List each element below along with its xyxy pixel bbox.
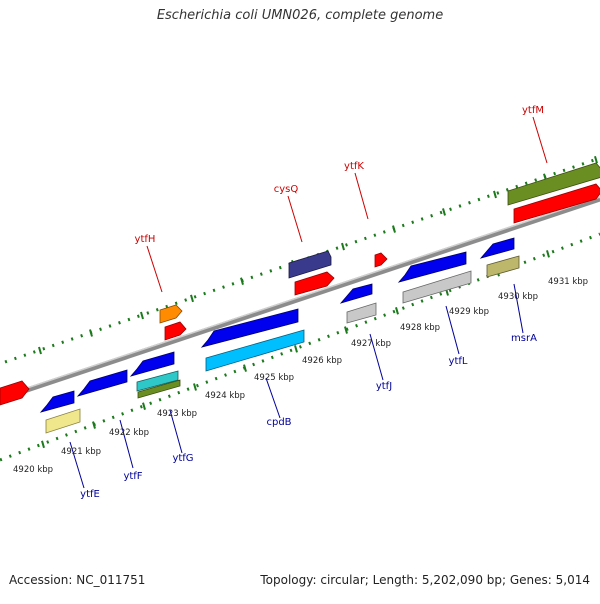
- lower-tick-0: [41, 440, 45, 449]
- upper-tick-7: [392, 225, 396, 233]
- gene-label-ytfG[interactable]: ytfG: [172, 453, 193, 464]
- lower-label-connectors: [69, 283, 524, 489]
- gene-label-cysQ[interactable]: cysQ: [274, 184, 299, 195]
- upper-tick-1: [89, 329, 93, 337]
- gene-block-ytfL-gray[interactable]: [402, 270, 472, 304]
- forward-genes: [0, 162, 600, 406]
- gene-label-msrA[interactable]: msrA: [511, 333, 537, 344]
- lower-tick-1: [92, 421, 96, 429]
- lower-tick-3: [193, 383, 197, 391]
- gene-block-ytfK-red[interactable]: [374, 252, 388, 268]
- kbp-label: 4920 kbp: [13, 465, 53, 475]
- lower-tick-2: [142, 402, 146, 410]
- upper-gene-labels: ytfH cysQ ytfK ytfM: [135, 105, 544, 245]
- gene-label-ytfJ[interactable]: ytfJ: [376, 381, 392, 392]
- kbp-label: 4921 kbp: [61, 447, 101, 457]
- upper-major-ticks: [38, 156, 598, 355]
- genome-backbone-highlight: [0, 196, 600, 398]
- upper-tick-0: [38, 346, 42, 355]
- gene-block-blue-2[interactable]: [76, 369, 128, 397]
- kbp-scale-labels: 4920 kbp 4921 kbp 4922 kbp 4923 kbp 4924 kbp…: [13, 277, 588, 475]
- kbp-label: 4931 kbp: [548, 277, 588, 287]
- gene-block-ytfF-turquoise[interactable]: [136, 370, 179, 392]
- kbp-label: 4927 kbp: [351, 339, 391, 349]
- lower-tick-5: [294, 345, 298, 353]
- kbp-label: 4924 kbp: [205, 391, 245, 401]
- gene-label-ytfH[interactable]: ytfH: [135, 234, 156, 245]
- accession-text: Accession: NC_011751: [9, 573, 146, 587]
- gene-block-ytfH-orange[interactable]: [159, 304, 183, 324]
- kbp-label: 4923 kbp: [157, 409, 197, 419]
- gene-label-ytfM[interactable]: ytfM: [522, 105, 544, 116]
- lower-tick-6: [344, 326, 348, 334]
- gene-block-ytfF-blue[interactable]: [129, 351, 175, 377]
- upper-tick-2: [140, 311, 144, 320]
- gene-block-red-left[interactable]: [0, 380, 30, 406]
- gene-label-ytfL[interactable]: ytfL: [449, 356, 468, 367]
- map-title: Escherichia coli UMN026, complete genome: [156, 8, 444, 23]
- gene-block-ytfE-khaki[interactable]: [45, 408, 81, 434]
- lower-gene-labels: ytfE ytfF ytfG cpdB ytfJ ytfL msrA: [80, 333, 537, 500]
- gene-block-cysQ-red[interactable]: [294, 271, 335, 296]
- lower-track-line: [0, 232, 600, 462]
- kbp-label: 4929 kbp: [449, 307, 489, 317]
- gene-block-cysQ-navy[interactable]: [288, 250, 332, 279]
- gene-label-ytfF[interactable]: ytfF: [123, 471, 142, 482]
- gene-block-ytfM-red[interactable]: [513, 183, 600, 224]
- gene-block-msrA-tan[interactable]: [486, 255, 520, 278]
- gene-block-ytfH-red[interactable]: [164, 321, 187, 341]
- reverse-genes: [39, 237, 520, 434]
- gene-block-ytfJ-blue[interactable]: [339, 283, 373, 304]
- gene-block-ytfM-olive[interactable]: [507, 162, 600, 206]
- upper-tick-4: [240, 277, 244, 285]
- upper-tick-9: [493, 190, 497, 199]
- lower-tick-4: [243, 364, 247, 372]
- kbp-label: 4928 kbp: [400, 323, 440, 333]
- gene-label-ytfE[interactable]: ytfE: [80, 489, 100, 500]
- gene-block-ytfJ-gray[interactable]: [346, 302, 377, 324]
- upper-tick-11: [594, 156, 598, 164]
- kbp-label: 4925 kbp: [254, 373, 294, 383]
- gene-label-ytfK[interactable]: ytfK: [344, 161, 364, 172]
- kbp-label: 4930 kbp: [498, 292, 538, 302]
- upper-label-connectors: [146, 116, 548, 293]
- genome-backbone: [0, 196, 600, 402]
- lower-major-ticks: [41, 250, 550, 449]
- gene-label-cpdB[interactable]: cpdB: [266, 417, 291, 428]
- gene-block-ytfE-blue[interactable]: [39, 390, 75, 413]
- upper-tick-8: [442, 208, 446, 216]
- upper-tick-3: [190, 294, 194, 303]
- gene-block-ytfG-olive[interactable]: [137, 379, 181, 399]
- lower-tick-7: [395, 307, 399, 315]
- genome-stats-text: Topology: circular; Length: 5,202,090 bp…: [260, 573, 590, 587]
- kbp-label: 4926 kbp: [302, 356, 342, 366]
- kbp-label: 4922 kbp: [109, 428, 149, 438]
- gene-block-ytfL-blue[interactable]: [397, 251, 467, 283]
- gene-block-msrA-blue[interactable]: [479, 237, 515, 259]
- gene-block-cpdB-cyan[interactable]: [205, 329, 305, 372]
- lower-tick-10: [546, 250, 550, 258]
- gene-block-cpdB-blue[interactable]: [200, 308, 299, 348]
- upper-tick-6: [341, 242, 345, 251]
